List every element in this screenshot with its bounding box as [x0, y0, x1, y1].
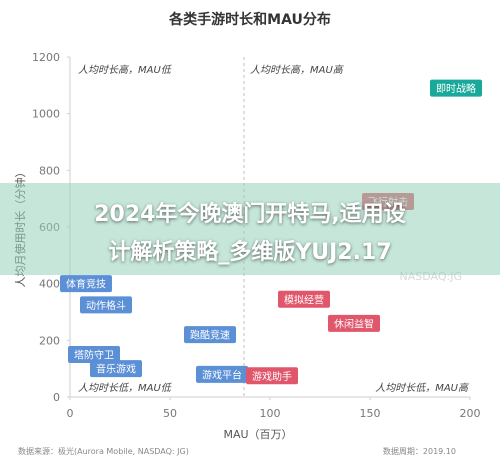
quadrant-label-top-left: 人均时长高，MAU低: [78, 64, 173, 76]
data-point-label: 动作格斗: [86, 299, 126, 312]
y-tick-label: 400: [39, 278, 60, 291]
y-tick-label: 0: [53, 391, 60, 404]
data-point-label: 跑酷竞速: [190, 329, 230, 342]
y-tick-label: 1000: [32, 108, 60, 121]
x-axis-label: MAU（百万）: [223, 428, 292, 441]
data-point-label: 模拟经营: [284, 293, 324, 306]
y-tick-label: 1200: [32, 51, 60, 64]
quadrant-label-bottom-right: 人均时长低，MAU高: [375, 382, 470, 394]
overlay-banner: [0, 183, 500, 275]
data-point-label: 即时战略: [436, 82, 476, 95]
quadrant-label-top-right: 人均时长高，MAU高: [250, 64, 345, 76]
data-point-label: 塔防守卫: [74, 349, 114, 362]
x-tick-label: 0: [67, 407, 74, 420]
y-tick-label: 800: [39, 164, 60, 177]
data-point-label: 游戏助手: [252, 370, 292, 383]
quadrant-label-bottom-left: 人均时长低，MAU低: [78, 382, 173, 394]
data-point-badge: [184, 326, 236, 344]
banner-line-2: 计解析策略_多维版YUJ2.17: [108, 240, 392, 265]
data-point-badge: [328, 314, 380, 332]
data-point-label: 体育竞技: [66, 278, 106, 291]
data-point-badge: [68, 346, 120, 363]
data-point-badge: [430, 79, 482, 97]
x-tick-label: 100: [260, 407, 281, 420]
data-point-label: 游戏平台: [202, 368, 242, 381]
data-point-label: 音乐游戏: [96, 363, 136, 376]
x-tick-label: 150: [360, 407, 381, 420]
data-period-note: 数据周期：2019.10: [382, 447, 456, 456]
data-point-badge: [278, 290, 330, 308]
x-tick-label: 50: [163, 407, 177, 420]
data-point-badge: [196, 365, 248, 383]
chart-title: 各类手游时长和MAU分布: [168, 11, 331, 28]
y-tick-label: 200: [39, 334, 60, 347]
data-source-note: 数据来源：极光(Aurora Mobile, NASDAQ: JG): [18, 447, 189, 456]
banner-line-1: 2024年今晚澳门开特马,适用设: [94, 202, 406, 227]
data-point-label: 休闲益智: [334, 317, 374, 330]
data-point-badge: [90, 360, 142, 378]
x-tick-label: 200: [460, 407, 481, 420]
data-point-badge: [60, 275, 112, 293]
data-point-badge: [80, 296, 132, 314]
data-point-badge: [246, 367, 298, 385]
